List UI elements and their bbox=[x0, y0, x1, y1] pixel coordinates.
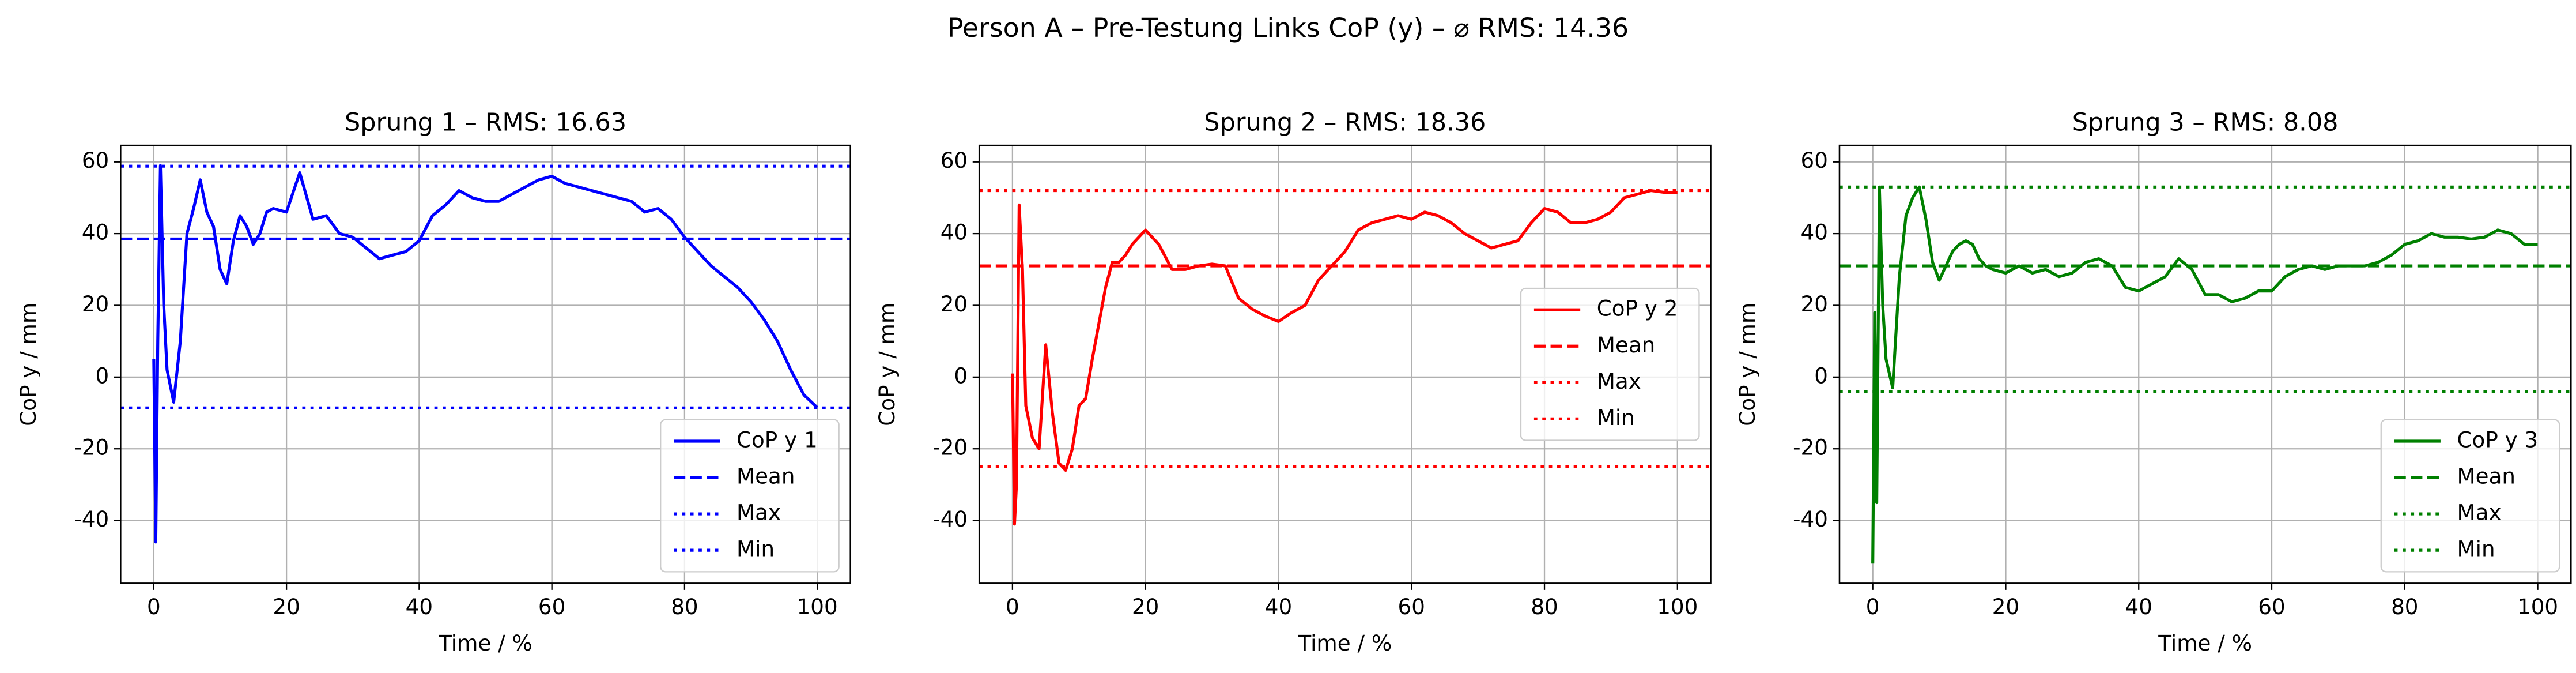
y-tick-label: 40 bbox=[940, 220, 968, 245]
subplot-title: Sprung 3 – RMS: 8.08 bbox=[2072, 108, 2339, 137]
legend: CoP y 1 Mean Max Min bbox=[660, 419, 840, 573]
x-tick-label: 40 bbox=[1265, 594, 1292, 619]
figure-title: Person A – Pre-Testung Links CoP (y) – ⌀… bbox=[947, 12, 1629, 43]
axes-frame bbox=[1838, 144, 2572, 584]
legend-box bbox=[2380, 419, 2560, 573]
legend-label: CoP y 1 bbox=[736, 427, 818, 453]
x-axis-label: Time / % bbox=[2158, 630, 2252, 656]
y-axis-label: CoP y / mm bbox=[1735, 303, 1760, 426]
legend-label: Mean bbox=[736, 464, 795, 489]
x-tick-label: 40 bbox=[2125, 594, 2152, 619]
x-tick-label: 60 bbox=[2258, 594, 2285, 619]
data-line bbox=[1871, 185, 2538, 564]
x-axis-label: Time / % bbox=[1297, 630, 1392, 656]
legend-label: CoP y 2 bbox=[1597, 296, 1678, 321]
x-tick-label: 80 bbox=[671, 594, 698, 619]
subplot: Sprung 2 – RMS: 18.36 Time / % CoP y / mm 0… bbox=[874, 108, 1712, 656]
legend: CoP y 2 Mean Max Min bbox=[1520, 287, 1700, 441]
x-tick-label: 0 bbox=[1006, 594, 1019, 619]
subplot-title: Sprung 1 – RMS: 16.63 bbox=[345, 108, 626, 137]
y-tick-label: 0 bbox=[96, 363, 109, 388]
y-axis-label: CoP y / mm bbox=[874, 303, 900, 426]
x-tick-label: 100 bbox=[2517, 594, 2558, 619]
y-tick-label: 40 bbox=[1801, 220, 1828, 245]
y-tick-label: -20 bbox=[1793, 435, 1828, 460]
x-tick-label: 20 bbox=[273, 594, 300, 619]
y-tick-label: -40 bbox=[932, 506, 968, 532]
legend-box bbox=[1520, 287, 1700, 441]
legend-label: Max bbox=[1597, 369, 1641, 394]
y-tick-label: 20 bbox=[1801, 291, 1828, 317]
y-tick-label: 0 bbox=[954, 363, 968, 388]
legend-box bbox=[660, 419, 840, 573]
subplot-title: Sprung 2 – RMS: 18.36 bbox=[1204, 108, 1486, 137]
y-tick-label: -20 bbox=[932, 435, 968, 460]
y-tick-label: 60 bbox=[1801, 148, 1828, 173]
legend-label: Min bbox=[2457, 536, 2495, 562]
x-tick-label: 40 bbox=[406, 594, 433, 619]
legend-label: Min bbox=[736, 536, 775, 562]
subplot: Sprung 1 – RMS: 16.63 Time / % CoP y / mm 0… bbox=[16, 108, 852, 656]
x-tick-label: 0 bbox=[1866, 594, 1880, 619]
y-tick-label: 20 bbox=[940, 291, 968, 317]
x-axis-label: Time / % bbox=[438, 630, 532, 656]
x-tick-label: 60 bbox=[538, 594, 565, 619]
y-tick-label: 20 bbox=[82, 291, 109, 317]
data-line bbox=[1011, 189, 1678, 526]
legend-label: CoP y 3 bbox=[2457, 427, 2539, 453]
y-tick-label: 60 bbox=[82, 148, 109, 173]
legend-label: Mean bbox=[1597, 332, 1655, 358]
x-tick-label: 0 bbox=[147, 594, 161, 619]
x-tick-label: 100 bbox=[1657, 594, 1698, 619]
legend: CoP y 3 Mean Max Min bbox=[2380, 419, 2560, 573]
y-tick-label: -40 bbox=[74, 506, 109, 532]
x-tick-label: 80 bbox=[1531, 594, 1558, 619]
y-tick-label: 0 bbox=[1814, 363, 1828, 388]
legend-label: Min bbox=[1597, 405, 1635, 430]
x-tick-label: 20 bbox=[1132, 594, 1159, 619]
y-tick-label: -20 bbox=[74, 435, 109, 460]
x-tick-label: 60 bbox=[1398, 594, 1425, 619]
legend-label: Mean bbox=[2457, 464, 2515, 489]
legend-label: Max bbox=[2457, 500, 2502, 525]
x-tick-label: 80 bbox=[2391, 594, 2418, 619]
y-tick-label: 60 bbox=[940, 148, 968, 173]
axes-frame bbox=[120, 144, 852, 584]
x-tick-label: 100 bbox=[797, 594, 838, 619]
subplot: Sprung 3 – RMS: 8.08 Time / % CoP y / mm 0 2… bbox=[1735, 108, 2572, 656]
x-tick-label: 20 bbox=[1992, 594, 2019, 619]
y-tick-label: 40 bbox=[82, 220, 109, 245]
y-axis-label: CoP y / mm bbox=[16, 303, 41, 426]
legend-label: Max bbox=[736, 500, 781, 525]
data-line bbox=[152, 164, 818, 544]
y-tick-label: -40 bbox=[1793, 506, 1828, 532]
axes-frame bbox=[978, 144, 1712, 584]
